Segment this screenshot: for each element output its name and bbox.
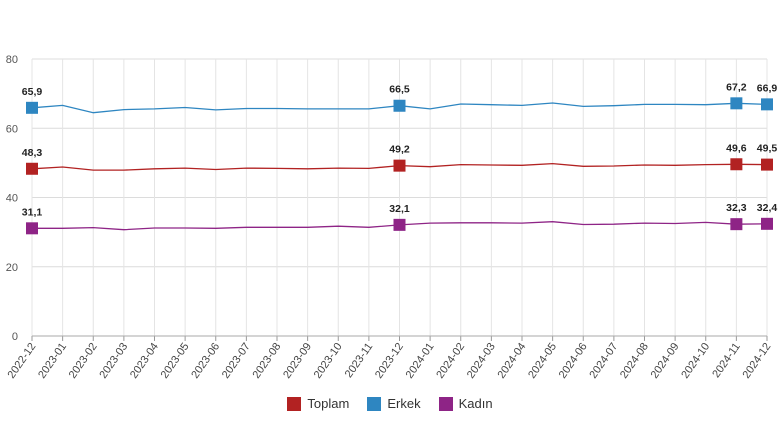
data-marker bbox=[730, 97, 743, 110]
x-tick-label: 2024-12 bbox=[740, 341, 773, 381]
x-axis: 2022-122023-012023-022023-032023-042023-… bbox=[5, 335, 773, 381]
legend-label: Toplam bbox=[307, 396, 350, 411]
x-tick-label: 2023-11 bbox=[343, 341, 376, 380]
data-marker bbox=[730, 218, 743, 231]
y-axis: 0 20 40 60 80 bbox=[6, 54, 18, 343]
data-label: 49,2 bbox=[389, 144, 410, 156]
x-tick-label: 2024-01 bbox=[404, 341, 437, 381]
y-tick-label: 20 bbox=[6, 262, 18, 274]
x-tick-label: 2023-03 bbox=[97, 341, 130, 381]
y-tick-label: 80 bbox=[6, 54, 18, 66]
data-label: 67,2 bbox=[726, 81, 747, 93]
legend-item-kadın[interactable]: Kadın bbox=[438, 396, 493, 411]
data-label: 32,1 bbox=[389, 203, 410, 215]
x-tick-label: 2024-03 bbox=[465, 341, 498, 381]
data-label: 48,3 bbox=[22, 147, 43, 159]
data-labels: 48,3 49,2 49,6 49,5 65,9 66,5 67,2 66,9 31,1 32,1… bbox=[22, 81, 778, 218]
data-label: 66,5 bbox=[389, 84, 410, 96]
x-tick-label: 2023-12 bbox=[373, 341, 406, 381]
series-group bbox=[26, 97, 773, 235]
data-marker bbox=[393, 159, 406, 172]
legend-item-erkek[interactable]: Erkek bbox=[367, 396, 421, 411]
data-marker bbox=[393, 99, 406, 112]
legend-swatch bbox=[438, 396, 453, 411]
x-tick-label: 2023-01 bbox=[36, 341, 69, 381]
legend-item-toplam[interactable]: Toplam bbox=[287, 396, 349, 411]
data-marker bbox=[393, 218, 406, 231]
x-tick-label: 2024-02 bbox=[434, 341, 467, 381]
x-tick-label: 2023-08 bbox=[250, 341, 283, 381]
data-marker bbox=[761, 98, 773, 111]
y-tick-label: 0 bbox=[12, 331, 18, 343]
data-marker bbox=[26, 101, 38, 114]
x-tick-label: 2023-09 bbox=[281, 341, 314, 381]
y-tick-label: 60 bbox=[6, 123, 18, 135]
x-tick-label: 2023-10 bbox=[312, 341, 345, 381]
data-marker bbox=[730, 158, 743, 171]
legend-label: Kadın bbox=[458, 396, 493, 411]
data-marker bbox=[26, 222, 38, 235]
data-label: 49,6 bbox=[726, 142, 747, 154]
x-tick-label: 2024-04 bbox=[495, 341, 528, 381]
data-label: 31,1 bbox=[22, 206, 43, 218]
data-label: 66,9 bbox=[757, 82, 778, 94]
x-tick-label: 2023-06 bbox=[189, 341, 222, 381]
x-tick-label: 2024-07 bbox=[587, 341, 620, 381]
x-tick-label: 2024-08 bbox=[618, 341, 651, 381]
x-tick-label: 2023-07 bbox=[220, 341, 253, 381]
x-tick-label: 2024-11 bbox=[710, 341, 743, 380]
x-tick-label: 2023-05 bbox=[159, 341, 192, 381]
data-label: 32,4 bbox=[757, 202, 778, 214]
x-tick-label: 2023-02 bbox=[67, 341, 100, 381]
x-tick-label: 2022-12 bbox=[5, 341, 38, 381]
data-marker bbox=[26, 162, 38, 175]
x-tick-label: 2023-04 bbox=[128, 341, 161, 381]
data-label: 65,9 bbox=[22, 86, 43, 98]
data-label: 32,3 bbox=[726, 202, 747, 214]
x-tick-label: 2024-06 bbox=[557, 341, 590, 381]
legend-swatch bbox=[287, 396, 302, 411]
data-marker bbox=[761, 158, 773, 171]
legend: Toplam Erkek Kadın bbox=[0, 396, 780, 411]
x-tick-label: 2024-09 bbox=[649, 341, 682, 381]
legend-label: Erkek bbox=[387, 396, 421, 411]
x-tick-label: 2024-10 bbox=[679, 341, 712, 381]
legend-swatch bbox=[367, 396, 382, 411]
data-marker bbox=[761, 217, 773, 230]
x-tick-label: 2024-05 bbox=[526, 341, 559, 381]
y-tick-label: 40 bbox=[6, 193, 18, 205]
data-label: 49,5 bbox=[757, 143, 778, 155]
